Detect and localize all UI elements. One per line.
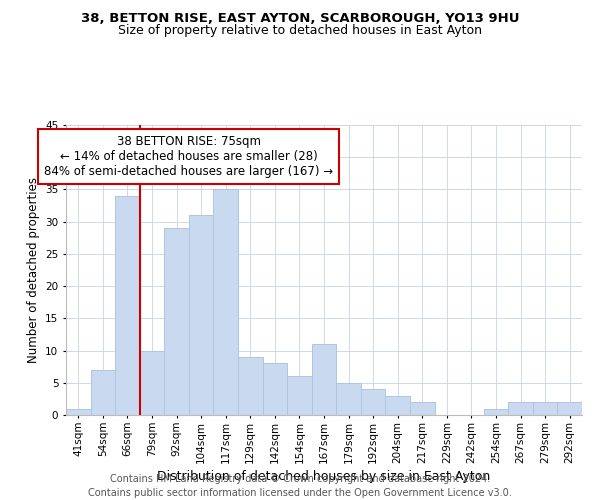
Text: Contains HM Land Registry data © Crown copyright and database right 2024.
Contai: Contains HM Land Registry data © Crown c… bbox=[88, 474, 512, 498]
Bar bbox=[263, 364, 287, 415]
Bar bbox=[361, 389, 385, 415]
Bar bbox=[385, 396, 410, 415]
Bar bbox=[66, 408, 91, 415]
Bar bbox=[140, 350, 164, 415]
Bar bbox=[115, 196, 140, 415]
Bar bbox=[91, 370, 115, 415]
Bar bbox=[238, 357, 263, 415]
Bar bbox=[508, 402, 533, 415]
Bar bbox=[336, 383, 361, 415]
Bar bbox=[287, 376, 312, 415]
Bar bbox=[484, 408, 508, 415]
Bar bbox=[189, 215, 214, 415]
Bar bbox=[557, 402, 582, 415]
Bar bbox=[164, 228, 189, 415]
Text: Size of property relative to detached houses in East Ayton: Size of property relative to detached ho… bbox=[118, 24, 482, 37]
Text: 38, BETTON RISE, EAST AYTON, SCARBOROUGH, YO13 9HU: 38, BETTON RISE, EAST AYTON, SCARBOROUGH… bbox=[81, 12, 519, 26]
Bar bbox=[410, 402, 434, 415]
Bar bbox=[533, 402, 557, 415]
Bar bbox=[214, 190, 238, 415]
Y-axis label: Number of detached properties: Number of detached properties bbox=[26, 177, 40, 363]
Bar bbox=[312, 344, 336, 415]
X-axis label: Distribution of detached houses by size in East Ayton: Distribution of detached houses by size … bbox=[157, 470, 491, 482]
Text: 38 BETTON RISE: 75sqm
← 14% of detached houses are smaller (28)
84% of semi-deta: 38 BETTON RISE: 75sqm ← 14% of detached … bbox=[44, 134, 334, 178]
